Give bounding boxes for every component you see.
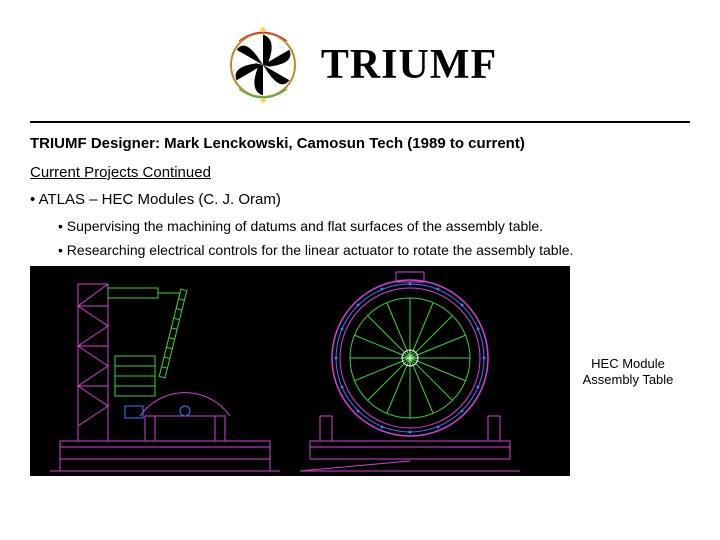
header-rule xyxy=(30,121,690,123)
figure-caption: HEC Module Assembly Table xyxy=(578,356,678,389)
project-line: • ATLAS – HEC Modules (C. J. Oram) xyxy=(30,191,690,208)
caption-line-2: Assembly Table xyxy=(583,372,674,387)
content-block: TRIUMF Designer: Mark Lenckowski, Camosu… xyxy=(0,135,720,258)
section-title: Current Projects Continued xyxy=(30,164,690,181)
figure-area: HEC Module Assembly Table xyxy=(30,266,690,476)
bullet-2: • Researching electrical controls for th… xyxy=(58,242,690,258)
caption-line-1: HEC Module xyxy=(591,356,665,371)
bullet-1: • Supervising the machining of datums an… xyxy=(58,218,690,234)
cad-diagram xyxy=(30,266,570,476)
designer-line: TRIUMF Designer: Mark Lenckowski, Camosu… xyxy=(30,135,690,152)
slide-header: TRIUMF xyxy=(0,0,720,115)
org-title: TRIUMF xyxy=(321,41,497,89)
triumf-logo-icon xyxy=(223,25,303,105)
